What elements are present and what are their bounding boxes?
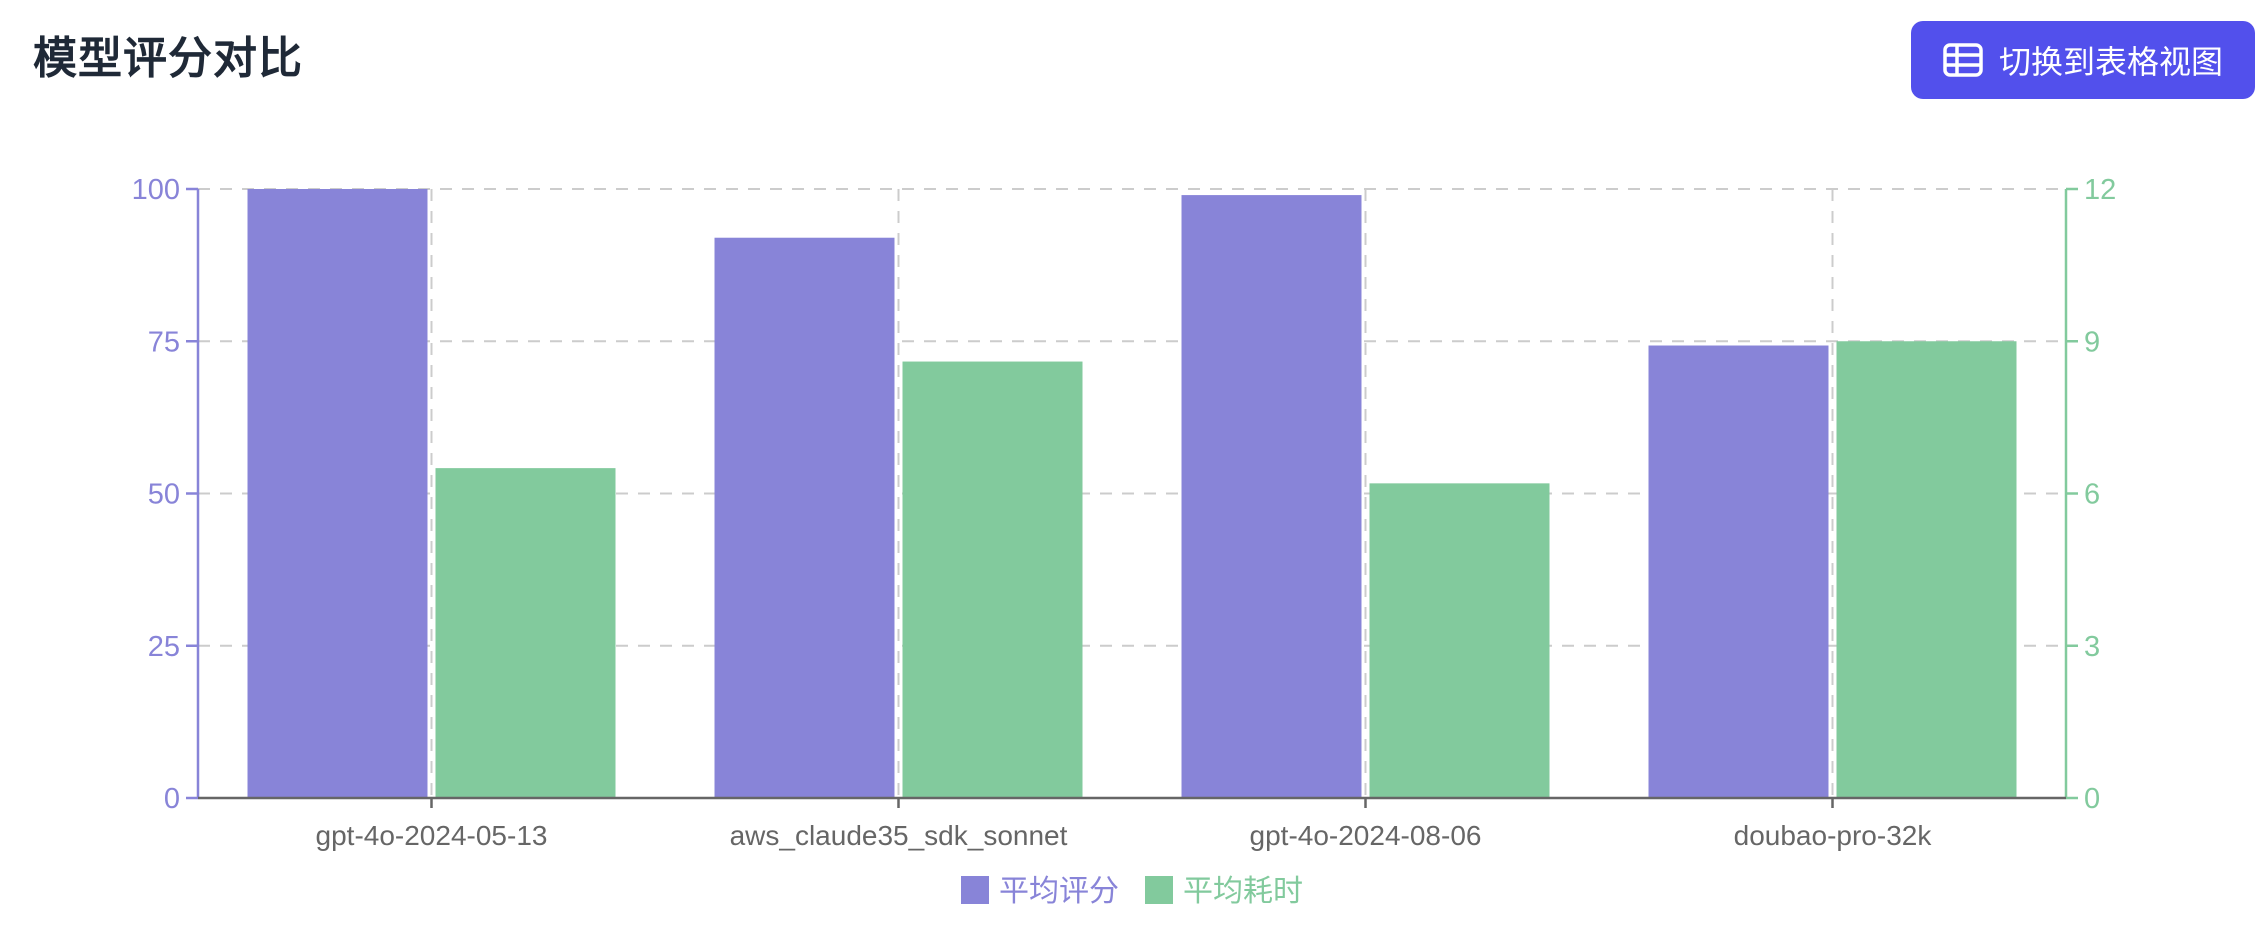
time-bar	[435, 468, 616, 798]
legend-swatch	[961, 876, 989, 904]
time-bar	[1369, 483, 1550, 798]
legend-swatch	[1145, 876, 1173, 904]
score-bar	[1648, 345, 1829, 798]
score-bar	[247, 189, 428, 798]
right-y-axis-tick-label: 9	[2084, 326, 2100, 358]
left-y-axis-tick-label: 75	[148, 326, 180, 358]
switch-to-table-view-button[interactable]: 切换到表格视图	[1910, 21, 2255, 99]
right-y-axis-tick-label: 6	[2084, 479, 2100, 511]
x-axis-category-label: aws_claude35_sdk_sonnet	[730, 820, 1068, 851]
legend-item: 平均评分	[961, 875, 1119, 908]
left-y-axis-tick-label: 25	[148, 631, 180, 663]
page-title: 模型评分对比	[33, 34, 303, 83]
switch-to-table-view-label: 切换到表格视图	[1998, 44, 2223, 80]
legend-label: 平均耗时	[1183, 875, 1303, 908]
legend-label: 平均评分	[999, 875, 1119, 908]
right-y-axis-tick-label: 12	[2084, 174, 2116, 206]
left-y-axis-tick-label: 100	[132, 174, 180, 206]
x-axis-category-label: gpt-4o-2024-05-13	[316, 820, 548, 851]
right-y-axis-tick-label: 3	[2084, 631, 2100, 663]
score-bar	[714, 237, 895, 799]
score-bar	[1181, 195, 1362, 799]
time-bar	[1836, 341, 2017, 798]
x-axis-category-label: doubao-pro-32k	[1734, 820, 1933, 851]
x-axis-category-label: gpt-4o-2024-08-06	[1250, 820, 1482, 851]
left-y-axis-tick-label: 0	[164, 783, 180, 815]
left-y-axis-tick-label: 50	[148, 479, 180, 511]
table-icon	[1943, 43, 1983, 77]
right-y-axis-tick-label: 0	[2084, 783, 2100, 815]
time-bar	[902, 361, 1083, 798]
legend-item: 平均耗时	[1145, 875, 1303, 908]
